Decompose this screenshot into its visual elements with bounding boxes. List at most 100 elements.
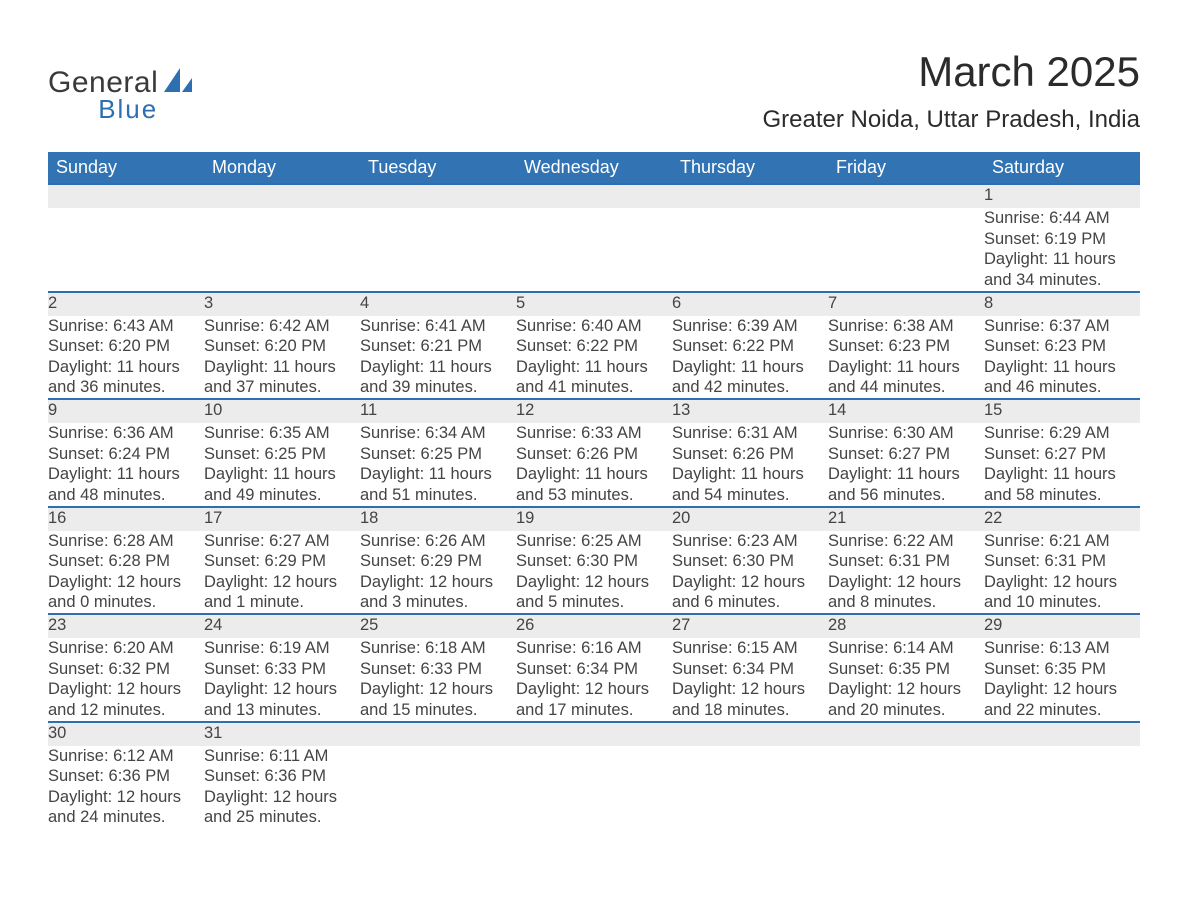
weekday-saturday: Saturday xyxy=(984,152,1140,184)
day-number: 25 xyxy=(360,614,516,638)
sunset-text: Sunset: 6:30 PM xyxy=(672,551,828,572)
day-details: Sunrise: 6:42 AMSunset: 6:20 PMDaylight:… xyxy=(204,316,360,400)
day-details: Sunrise: 6:38 AMSunset: 6:23 PMDaylight:… xyxy=(828,316,984,400)
day-details: Sunrise: 6:21 AMSunset: 6:31 PMDaylight:… xyxy=(984,531,1140,615)
daylight-text: Daylight: 11 hours and 37 minutes. xyxy=(204,357,360,398)
sunset-text: Sunset: 6:28 PM xyxy=(48,551,204,572)
daylight-text: Daylight: 11 hours and 41 minutes. xyxy=(516,357,672,398)
day-details: Sunrise: 6:29 AMSunset: 6:27 PMDaylight:… xyxy=(984,423,1140,507)
sunrise-text: Sunrise: 6:27 AM xyxy=(204,531,360,552)
sunset-text: Sunset: 6:22 PM xyxy=(516,336,672,357)
sunrise-text: Sunrise: 6:29 AM xyxy=(984,423,1140,444)
daylight-text: Daylight: 11 hours and 56 minutes. xyxy=(828,464,984,505)
day-number: 24 xyxy=(204,614,360,638)
sunset-text: Sunset: 6:35 PM xyxy=(984,659,1140,680)
page-title: March 2025 xyxy=(762,48,1140,96)
daylight-text: Daylight: 12 hours and 20 minutes. xyxy=(828,679,984,720)
daylight-text: Daylight: 12 hours and 3 minutes. xyxy=(360,572,516,613)
daylight-text: Daylight: 12 hours and 25 minutes. xyxy=(204,787,360,828)
empty-day xyxy=(516,208,672,292)
day-number: 14 xyxy=(828,399,984,423)
sunset-text: Sunset: 6:24 PM xyxy=(48,444,204,465)
day-number: 6 xyxy=(672,292,828,316)
sunrise-text: Sunrise: 6:13 AM xyxy=(984,638,1140,659)
sunset-text: Sunset: 6:19 PM xyxy=(984,229,1140,250)
daylight-text: Daylight: 12 hours and 17 minutes. xyxy=(516,679,672,720)
empty-day xyxy=(828,208,984,292)
day-details: Sunrise: 6:19 AMSunset: 6:33 PMDaylight:… xyxy=(204,638,360,722)
empty-day xyxy=(360,184,516,208)
sunset-text: Sunset: 6:31 PM xyxy=(984,551,1140,572)
week-details-row: Sunrise: 6:12 AMSunset: 6:36 PMDaylight:… xyxy=(48,746,1140,829)
sunrise-text: Sunrise: 6:28 AM xyxy=(48,531,204,552)
empty-day xyxy=(828,746,984,829)
daylight-text: Daylight: 12 hours and 0 minutes. xyxy=(48,572,204,613)
empty-day xyxy=(984,746,1140,829)
day-details: Sunrise: 6:26 AMSunset: 6:29 PMDaylight:… xyxy=(360,531,516,615)
sunset-text: Sunset: 6:20 PM xyxy=(48,336,204,357)
sunset-text: Sunset: 6:26 PM xyxy=(516,444,672,465)
sunrise-text: Sunrise: 6:34 AM xyxy=(360,423,516,444)
sunset-text: Sunset: 6:34 PM xyxy=(672,659,828,680)
day-details: Sunrise: 6:41 AMSunset: 6:21 PMDaylight:… xyxy=(360,316,516,400)
daylight-text: Daylight: 12 hours and 18 minutes. xyxy=(672,679,828,720)
daylight-text: Daylight: 12 hours and 1 minute. xyxy=(204,572,360,613)
sunrise-text: Sunrise: 6:36 AM xyxy=(48,423,204,444)
week-daynum-row: 23242526272829 xyxy=(48,614,1140,638)
sunrise-text: Sunrise: 6:33 AM xyxy=(516,423,672,444)
sunrise-text: Sunrise: 6:40 AM xyxy=(516,316,672,337)
daylight-text: Daylight: 12 hours and 13 minutes. xyxy=(204,679,360,720)
sunset-text: Sunset: 6:31 PM xyxy=(828,551,984,572)
day-details: Sunrise: 6:36 AMSunset: 6:24 PMDaylight:… xyxy=(48,423,204,507)
sunrise-text: Sunrise: 6:44 AM xyxy=(984,208,1140,229)
daylight-text: Daylight: 12 hours and 12 minutes. xyxy=(48,679,204,720)
sunset-text: Sunset: 6:32 PM xyxy=(48,659,204,680)
day-number: 20 xyxy=(672,507,828,531)
empty-day xyxy=(516,184,672,208)
day-number: 7 xyxy=(828,292,984,316)
sunset-text: Sunset: 6:26 PM xyxy=(672,444,828,465)
empty-day xyxy=(360,722,516,746)
sunset-text: Sunset: 6:36 PM xyxy=(48,766,204,787)
empty-day xyxy=(828,184,984,208)
day-number: 22 xyxy=(984,507,1140,531)
daylight-text: Daylight: 11 hours and 54 minutes. xyxy=(672,464,828,505)
day-number: 19 xyxy=(516,507,672,531)
daylight-text: Daylight: 12 hours and 15 minutes. xyxy=(360,679,516,720)
empty-day xyxy=(48,184,204,208)
sunset-text: Sunset: 6:27 PM xyxy=(828,444,984,465)
day-details: Sunrise: 6:39 AMSunset: 6:22 PMDaylight:… xyxy=(672,316,828,400)
week-details-row: Sunrise: 6:28 AMSunset: 6:28 PMDaylight:… xyxy=(48,531,1140,615)
sunset-text: Sunset: 6:21 PM xyxy=(360,336,516,357)
day-details: Sunrise: 6:20 AMSunset: 6:32 PMDaylight:… xyxy=(48,638,204,722)
day-number: 9 xyxy=(48,399,204,423)
day-number: 2 xyxy=(48,292,204,316)
weekday-friday: Friday xyxy=(828,152,984,184)
sunset-text: Sunset: 6:36 PM xyxy=(204,766,360,787)
empty-day xyxy=(204,208,360,292)
week-daynum-row: 3031 xyxy=(48,722,1140,746)
sunrise-text: Sunrise: 6:22 AM xyxy=(828,531,984,552)
sunrise-text: Sunrise: 6:39 AM xyxy=(672,316,828,337)
daylight-text: Daylight: 12 hours and 6 minutes. xyxy=(672,572,828,613)
day-details: Sunrise: 6:13 AMSunset: 6:35 PMDaylight:… xyxy=(984,638,1140,722)
day-details: Sunrise: 6:27 AMSunset: 6:29 PMDaylight:… xyxy=(204,531,360,615)
daylight-text: Daylight: 11 hours and 42 minutes. xyxy=(672,357,828,398)
daylight-text: Daylight: 11 hours and 51 minutes. xyxy=(360,464,516,505)
daylight-text: Daylight: 12 hours and 24 minutes. xyxy=(48,787,204,828)
sunrise-text: Sunrise: 6:11 AM xyxy=(204,746,360,767)
empty-day xyxy=(672,184,828,208)
weekday-monday: Monday xyxy=(204,152,360,184)
sunrise-text: Sunrise: 6:18 AM xyxy=(360,638,516,659)
sunset-text: Sunset: 6:25 PM xyxy=(360,444,516,465)
day-details: Sunrise: 6:12 AMSunset: 6:36 PMDaylight:… xyxy=(48,746,204,829)
sunrise-text: Sunrise: 6:43 AM xyxy=(48,316,204,337)
daylight-text: Daylight: 11 hours and 48 minutes. xyxy=(48,464,204,505)
day-details: Sunrise: 6:23 AMSunset: 6:30 PMDaylight:… xyxy=(672,531,828,615)
weekday-header-row: Sunday Monday Tuesday Wednesday Thursday… xyxy=(48,152,1140,184)
calendar-table: Sunday Monday Tuesday Wednesday Thursday… xyxy=(48,152,1140,828)
day-number: 29 xyxy=(984,614,1140,638)
empty-day xyxy=(828,722,984,746)
sunrise-text: Sunrise: 6:35 AM xyxy=(204,423,360,444)
sunrise-text: Sunrise: 6:23 AM xyxy=(672,531,828,552)
